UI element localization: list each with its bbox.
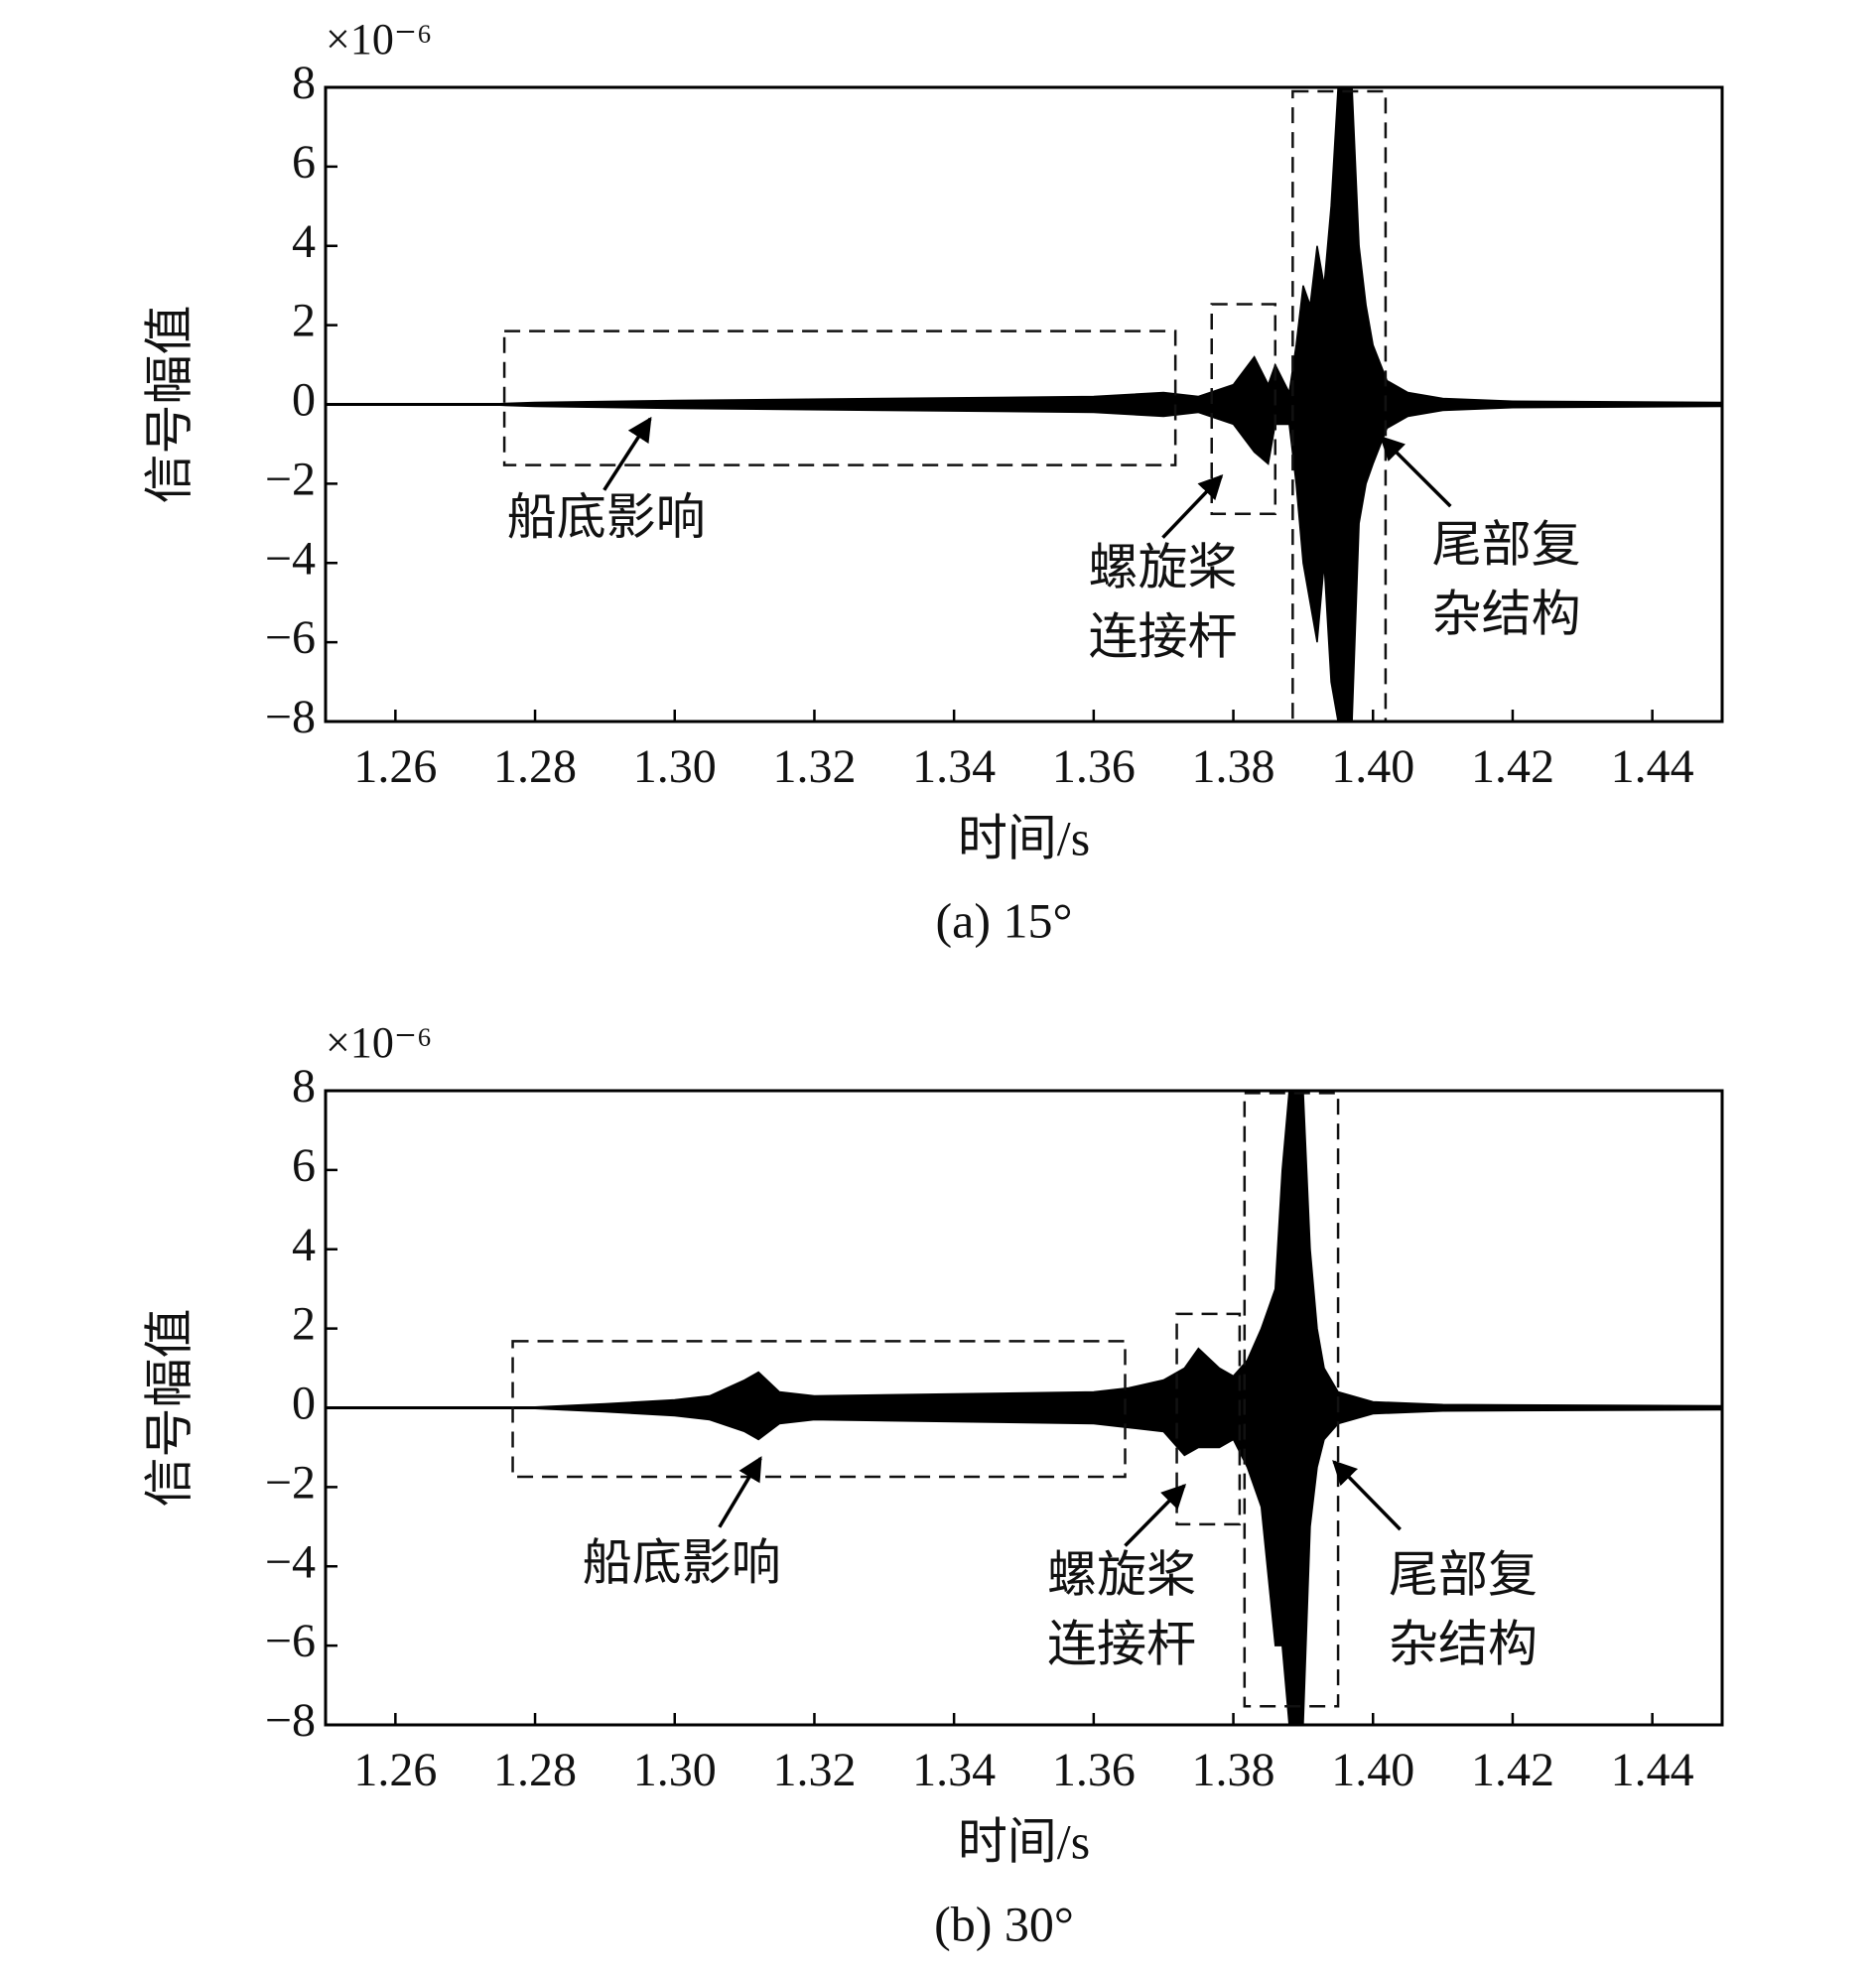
signal-envelope: [326, 1406, 1722, 1725]
x-tick-label: 1.36: [1052, 1744, 1136, 1796]
caption: (b) 30°: [934, 1896, 1074, 1951]
x-tick-label: 1.28: [493, 1744, 577, 1796]
x-tick-label: 1.28: [493, 740, 577, 793]
y-tick-label: −4: [265, 532, 316, 585]
y-tick-label: 2: [292, 1298, 316, 1351]
annotation-arrow: [1161, 474, 1224, 539]
x-tick-label: 1.32: [772, 1744, 856, 1796]
x-tick-label: 1.34: [912, 1744, 996, 1796]
x-tick-label: 1.34: [912, 740, 996, 793]
y-tick-label: −4: [265, 1535, 316, 1588]
x-tick-label: 1.40: [1331, 740, 1414, 793]
x-tick-label: 1.42: [1471, 1744, 1554, 1796]
y-tick-label: 8: [292, 1060, 316, 1113]
y-tick-label: 6: [292, 136, 316, 189]
y-tick-label: −6: [265, 1615, 316, 1667]
x-tick-label: 1.38: [1192, 740, 1275, 793]
annotation-text: 螺旋桨: [1047, 1546, 1196, 1602]
signal-envelope: [326, 403, 1722, 722]
plot-area: [326, 87, 1722, 722]
y-tick-label: 0: [292, 1378, 316, 1430]
annotation-text: 连接杆: [1088, 608, 1237, 664]
annotation-text: 螺旋桨: [1088, 539, 1237, 594]
annotation-arrow: [1379, 435, 1452, 508]
y-tick-label: 6: [292, 1139, 316, 1192]
annotation-arrow: [1332, 1460, 1402, 1531]
x-tick-label: 1.36: [1052, 740, 1136, 793]
y-multiplier: ×10⁻⁶: [326, 15, 432, 64]
annotation-text: 船底影响: [507, 489, 706, 545]
annotation-box: [502, 329, 1177, 466]
annotation-arrow: [1124, 1484, 1187, 1547]
y-tick-label: 2: [292, 295, 316, 347]
x-tick-label: 1.32: [772, 740, 856, 793]
y-tick-label: −2: [265, 1456, 316, 1509]
annotation-text: 杂结构: [1389, 1616, 1538, 1671]
annotation-box: [1210, 303, 1277, 515]
y-tick-label: 8: [292, 57, 316, 109]
y-multiplier: ×10⁻⁶: [326, 1018, 432, 1067]
signal-envelope: [326, 1091, 1722, 1409]
x-tick-label: 1.44: [1611, 740, 1694, 793]
annotation-text: 杂结构: [1432, 587, 1581, 642]
annotation-text: 尾部复: [1432, 517, 1581, 573]
x-axis-label: 时间/s: [958, 810, 1090, 865]
annotation-text: 连接杆: [1047, 1616, 1196, 1671]
caption: (a) 15°: [936, 892, 1073, 948]
x-tick-label: 1.26: [353, 740, 437, 793]
y-tick-label: −6: [265, 611, 316, 664]
x-tick-label: 1.30: [633, 740, 717, 793]
x-tick-label: 1.26: [353, 1744, 437, 1796]
y-tick-label: −8: [265, 691, 316, 743]
x-tick-label: 1.30: [633, 1744, 717, 1796]
y-axis-label: 信号幅值: [141, 306, 197, 504]
signal-envelope: [326, 87, 1722, 406]
x-axis-label: 时间/s: [958, 1813, 1090, 1869]
x-tick-label: 1.40: [1331, 1744, 1414, 1796]
annotation-arrow: [603, 416, 652, 491]
y-tick-label: 4: [292, 215, 316, 268]
y-tick-label: −8: [265, 1694, 316, 1747]
y-tick-label: 4: [292, 1219, 316, 1271]
annotation-arrow: [718, 1456, 762, 1528]
y-tick-label: 0: [292, 374, 316, 427]
annotation-text: 尾部复: [1389, 1546, 1538, 1602]
annotation-text: 船底影响: [583, 1535, 781, 1591]
annotation-box: [1243, 1092, 1340, 1708]
x-tick-label: 1.42: [1471, 740, 1554, 793]
annotation-box: [511, 1340, 1127, 1479]
x-tick-label: 1.44: [1611, 1744, 1694, 1796]
y-tick-label: −2: [265, 453, 316, 505]
x-tick-label: 1.38: [1192, 1744, 1275, 1796]
plot-area: [326, 1091, 1722, 1725]
annotation-box: [1175, 1312, 1242, 1526]
y-axis-label: 信号幅值: [141, 1309, 197, 1508]
